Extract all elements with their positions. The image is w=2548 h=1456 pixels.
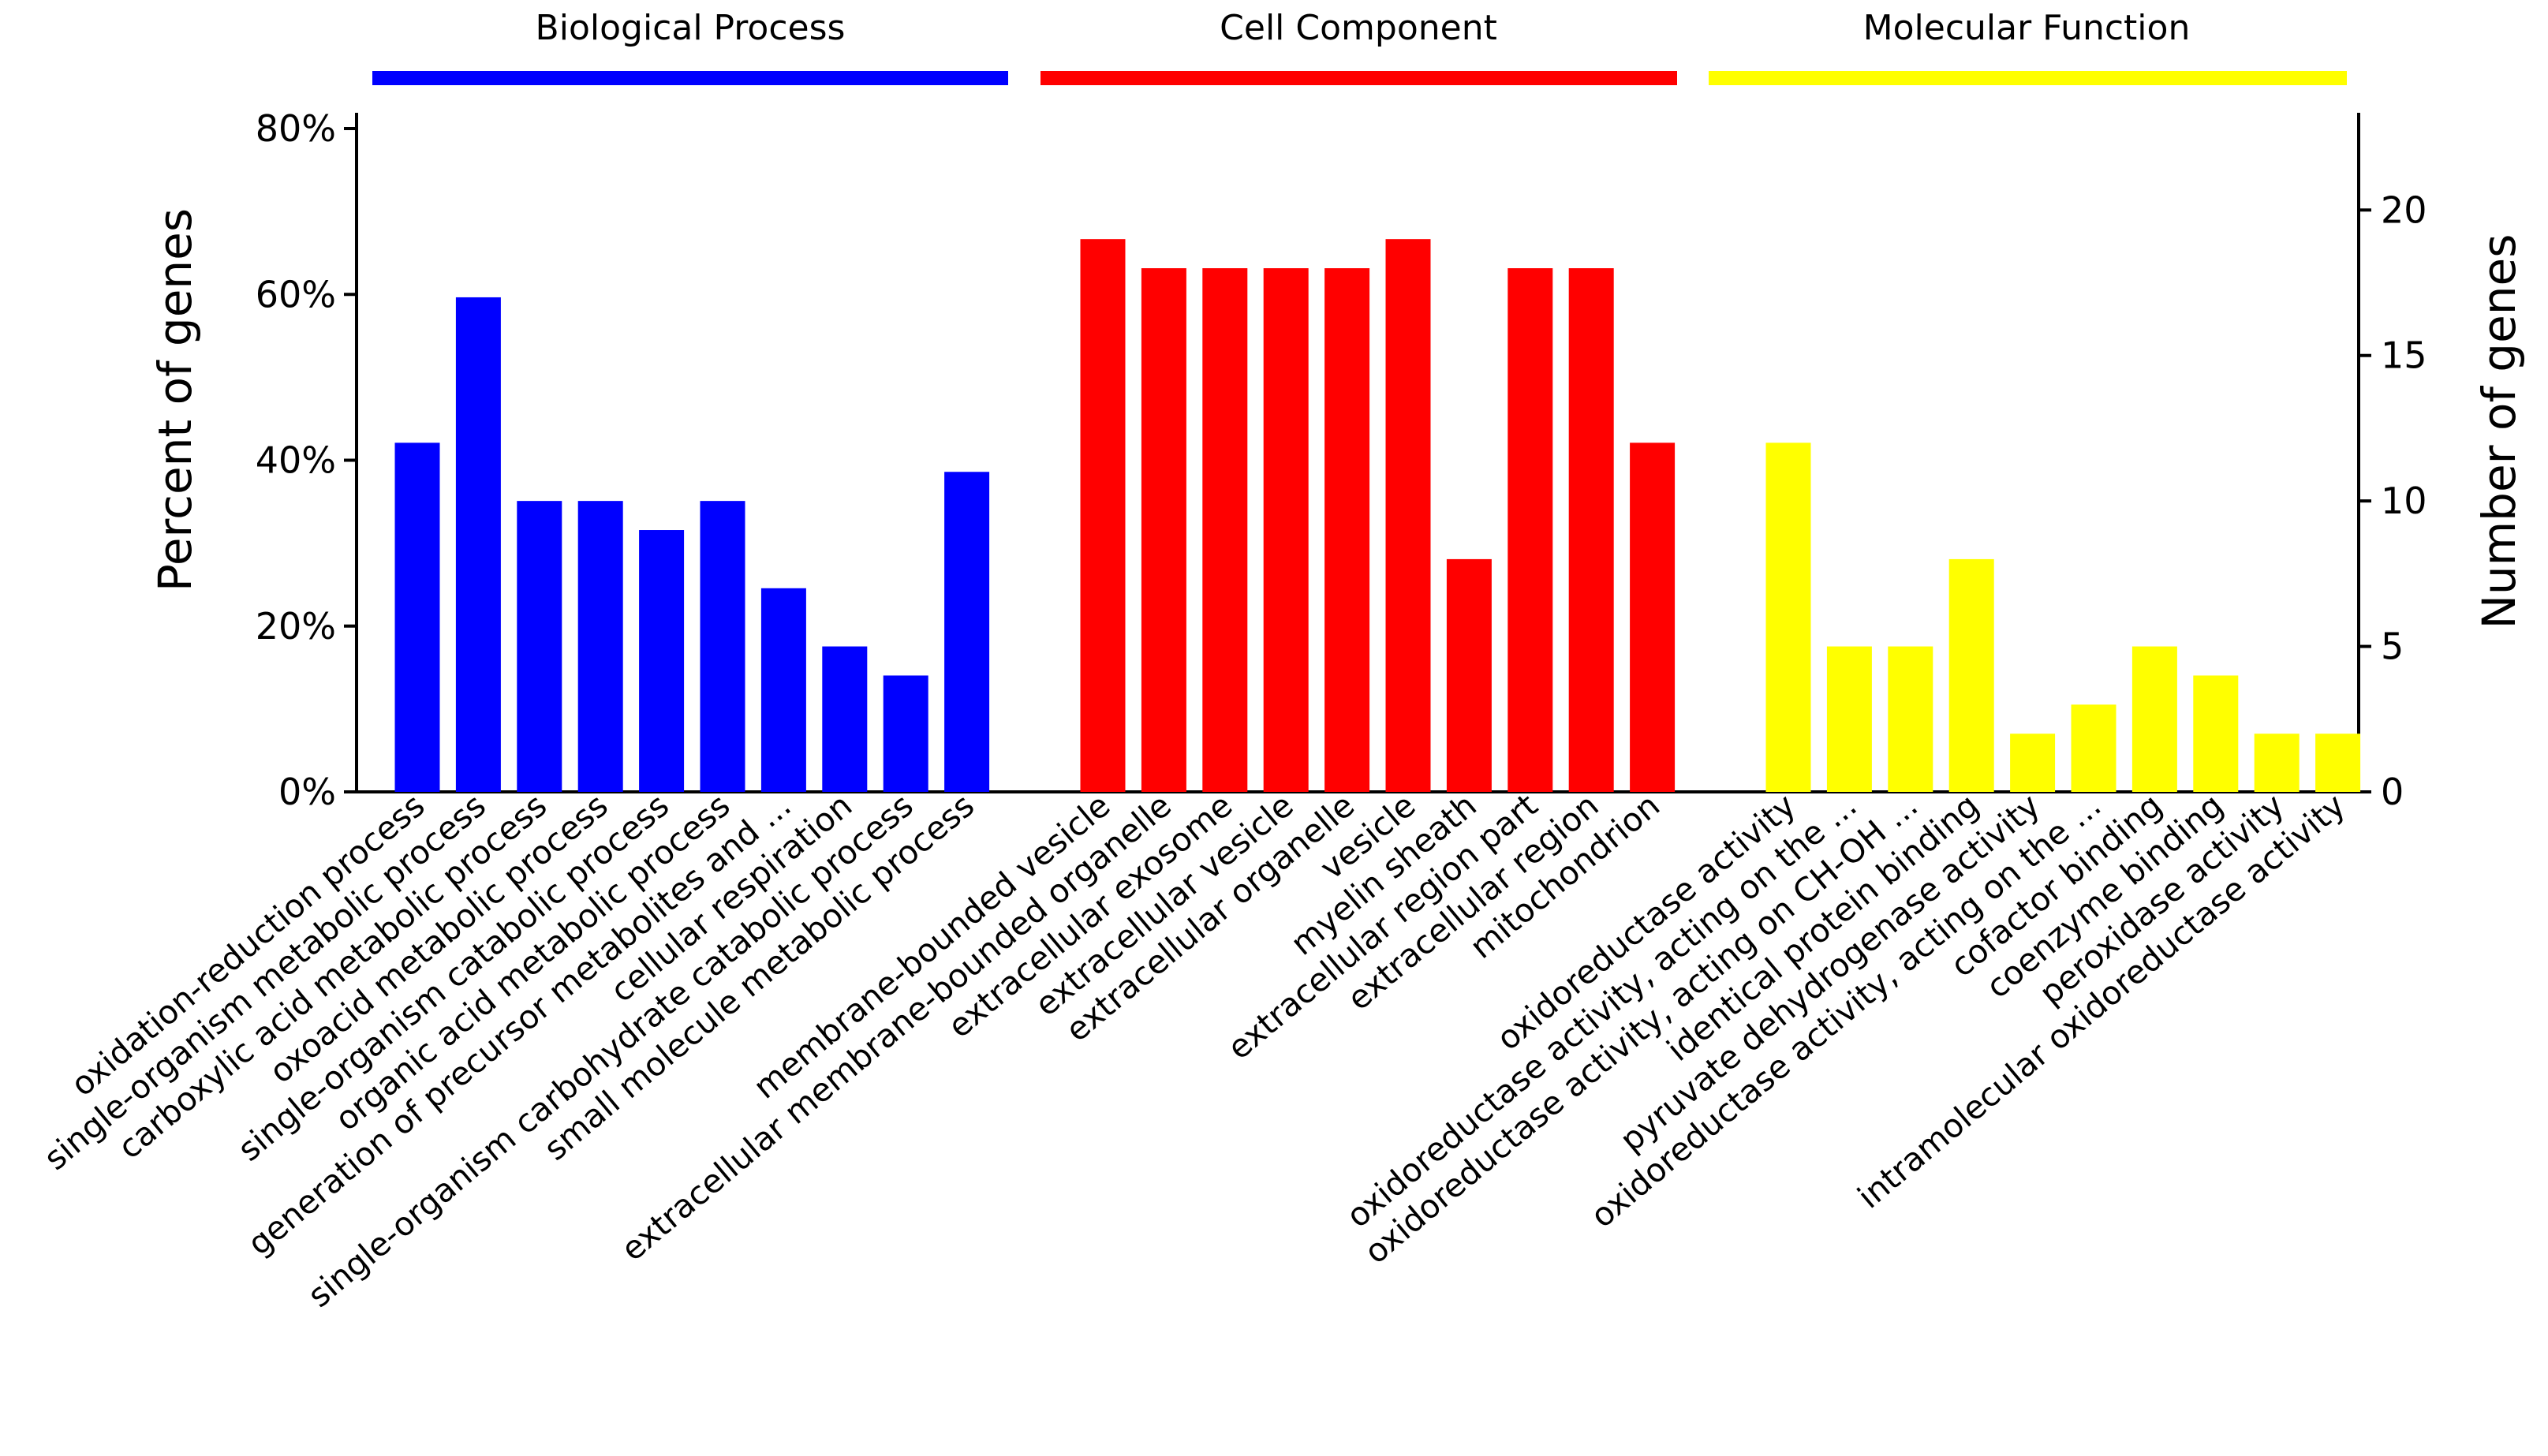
right-tick-label: 10 (2381, 480, 2427, 522)
left-axis-ticks: 0% 20% 40% 60% 80% (256, 107, 357, 813)
bar (577, 501, 623, 792)
right-axis-title: Number of genes (2472, 234, 2526, 629)
bar (1630, 442, 1676, 792)
left-axis-title: Percent of genes (148, 208, 202, 592)
left-tick-label: 80% (256, 107, 336, 150)
group-title-molecular-function: Molecular Function (1863, 8, 2191, 48)
right-tick-label: 5 (2381, 625, 2404, 668)
bar (455, 297, 501, 792)
bar (1446, 558, 1492, 792)
bar (1948, 558, 1994, 792)
bar (883, 675, 928, 792)
right-tick-label: 0 (2381, 771, 2404, 813)
bar (1324, 268, 1370, 793)
bar (1141, 268, 1186, 793)
bar (700, 501, 745, 792)
left-tick-label: 0% (278, 771, 336, 813)
bar (822, 646, 868, 792)
right-tick-label: 20 (2381, 189, 2427, 231)
group-titles: Biological Process Cell Component Molecu… (536, 8, 2191, 48)
group-header-bar (1709, 71, 2347, 85)
bar (2010, 734, 2056, 792)
group-header-bar (372, 71, 1008, 85)
bar (1385, 239, 1431, 793)
bar (2193, 675, 2239, 792)
right-axis-ticks: 0 5 10 15 20 (2359, 189, 2427, 813)
bar (2254, 734, 2300, 792)
category-labels: oxidation-reduction processsingle-organi… (37, 786, 2352, 1315)
group-title-biological-process: Biological Process (536, 8, 846, 48)
bar (517, 501, 562, 792)
bar (1202, 268, 1248, 793)
left-tick-label: 20% (256, 605, 336, 648)
bar (639, 530, 685, 792)
bar (1080, 239, 1126, 793)
left-tick-label: 60% (256, 273, 336, 315)
bar (2315, 734, 2361, 792)
group-header-bar (1040, 71, 1677, 85)
bar (1888, 646, 1933, 792)
bar (944, 472, 990, 792)
bar (760, 588, 806, 792)
right-tick-label: 15 (2381, 334, 2427, 377)
bar (2131, 646, 2177, 792)
bar (1568, 268, 1614, 793)
left-tick-label: 40% (256, 439, 336, 482)
group-title-cell-component: Cell Component (1220, 8, 1497, 48)
bar (394, 442, 440, 792)
bar (1826, 646, 1872, 792)
bar (1508, 268, 1553, 793)
bars (394, 239, 2361, 793)
bar (1263, 268, 1309, 793)
bar (2071, 704, 2116, 792)
group-header-bars (372, 71, 2347, 85)
bar (1765, 442, 1811, 792)
